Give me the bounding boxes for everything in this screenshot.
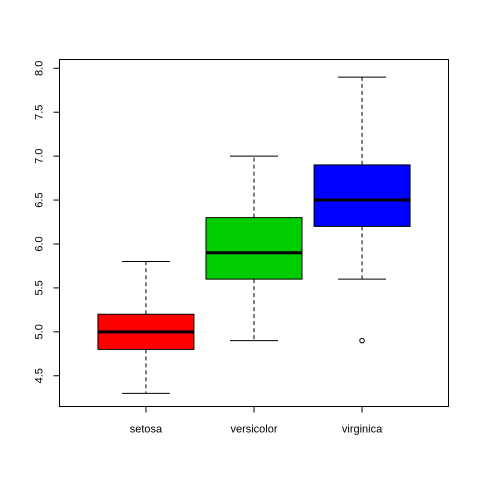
y-tick-label: 7.5: [34, 105, 46, 120]
box-versicolor: [205, 217, 303, 280]
outlier-point: [359, 337, 365, 344]
box-group-setosa: [97, 261, 195, 394]
y-axis: 4.5 5.0 5.5 6.0 6.5 7.0 7.5 8.0: [34, 61, 60, 383]
y-tick-label: 4.5: [34, 368, 46, 383]
x-tick-label: virginica: [342, 424, 383, 436]
box-group-virginica: [313, 76, 411, 344]
y-tick-label: 6.5: [34, 192, 46, 207]
box-group-versicolor: [205, 155, 303, 342]
x-axis: setosa versicolor virginica: [130, 406, 383, 436]
y-tick-label: 6.0: [34, 236, 46, 251]
x-tick-label: versicolor: [230, 424, 277, 436]
plot-content: [97, 76, 411, 394]
y-tick-label: 5.0: [34, 324, 46, 339]
y-tick-label: 8.0: [34, 61, 46, 76]
y-tick-label: 5.5: [34, 280, 46, 295]
x-tick-label: setosa: [130, 424, 163, 436]
y-tick-label: 7.0: [34, 148, 46, 163]
box-virginica: [313, 164, 411, 227]
